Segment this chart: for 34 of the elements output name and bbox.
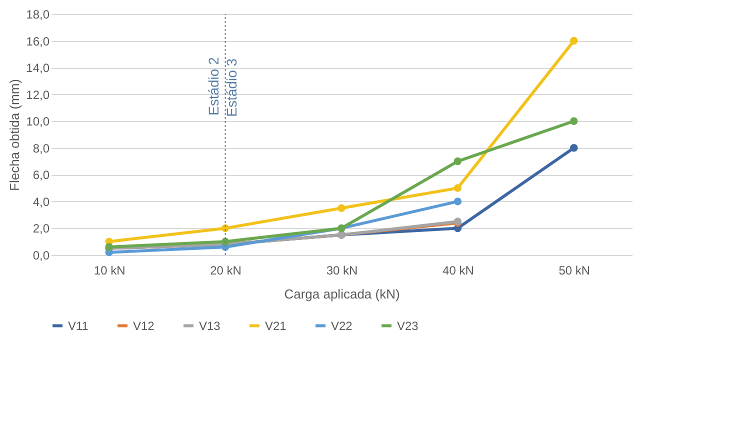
legend-label: V21	[265, 318, 287, 333]
point	[570, 117, 578, 125]
x-tick-label: 30 kN	[326, 264, 358, 278]
legend-label: V13	[199, 318, 221, 333]
annotation: Estádio 3	[223, 58, 240, 117]
y-tick-label: 10,0	[26, 114, 50, 129]
legend-label: V11	[68, 318, 89, 333]
x-tick-label: 20 kN	[210, 264, 242, 278]
y-tick-label: 4,0	[32, 194, 50, 209]
point	[570, 144, 578, 152]
y-tick-label: 2,0	[32, 222, 50, 236]
point	[338, 204, 346, 212]
point	[570, 36, 578, 45]
x-tick-label: 40 kN	[442, 264, 474, 278]
y-tick-label: 14,0	[26, 61, 50, 76]
y-tick-label: 16,0	[26, 34, 50, 48]
y-tick-label: 6,0	[32, 168, 50, 182]
point	[221, 224, 230, 232]
legend-label: V23	[397, 318, 419, 333]
ref-line-label: Estádio 2	[205, 56, 222, 116]
legend-label: V22	[331, 318, 353, 333]
y-tick-label: 18,0	[26, 8, 50, 22]
point	[454, 198, 462, 206]
x-tick-label: 10 kN	[94, 264, 126, 278]
y-tick-label: 8,0	[32, 141, 50, 156]
y-tick-label: 0,0	[32, 248, 50, 262]
point	[221, 238, 230, 246]
y-axis-title: Flecha obtida (mm)	[7, 79, 22, 191]
point	[454, 157, 462, 166]
x-tick-label: 50 kN	[558, 264, 590, 278]
legend-label: V12	[133, 318, 155, 333]
point	[454, 184, 462, 192]
y-tick-label: 12,0	[26, 88, 50, 102]
x-axis-title: Carga aplicada (kN)	[284, 286, 400, 302]
